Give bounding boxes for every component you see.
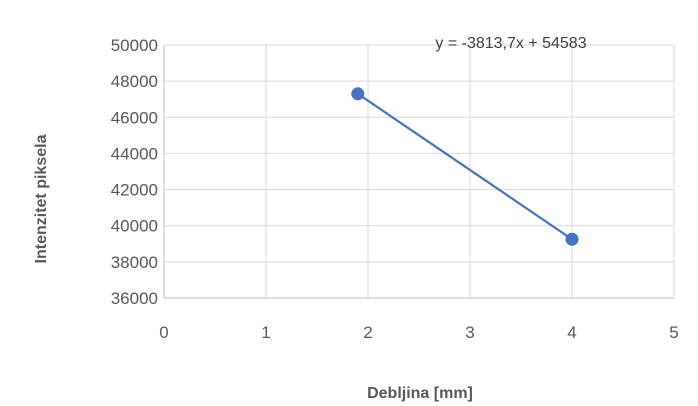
- y-tick-label: 38000: [111, 253, 158, 272]
- gridlines: [164, 44, 675, 299]
- x-axis-title: Debljina [mm]: [367, 385, 473, 402]
- trendline-equation: y = -3813,7x + 54583: [435, 35, 586, 52]
- y-tick-label: 40000: [111, 217, 158, 236]
- x-tick-label: 3: [465, 323, 474, 342]
- y-tick-label: 46000: [111, 108, 158, 127]
- y-tick-label: 50000: [111, 36, 158, 55]
- y-tick-label: 36000: [111, 289, 158, 308]
- x-tick-label: 0: [159, 323, 168, 342]
- axes: 36000 38000 40000 42000 44000 46000 48000 50000…: [111, 36, 679, 342]
- x-tick-label: 1: [261, 323, 270, 342]
- x-tick-label: 5: [669, 323, 678, 342]
- y-axis-title: Intenzitet piksela: [33, 134, 50, 263]
- y-tick-label: 48000: [111, 72, 158, 91]
- y-tick-label: 44000: [111, 144, 158, 163]
- data-point: [351, 87, 365, 101]
- x-tick-label: 4: [567, 323, 576, 342]
- y-tick-label: 42000: [111, 181, 158, 200]
- data-series: [351, 87, 579, 246]
- data-point: [565, 232, 579, 246]
- x-tick-label: 2: [363, 323, 372, 342]
- series-line: [357, 92, 573, 241]
